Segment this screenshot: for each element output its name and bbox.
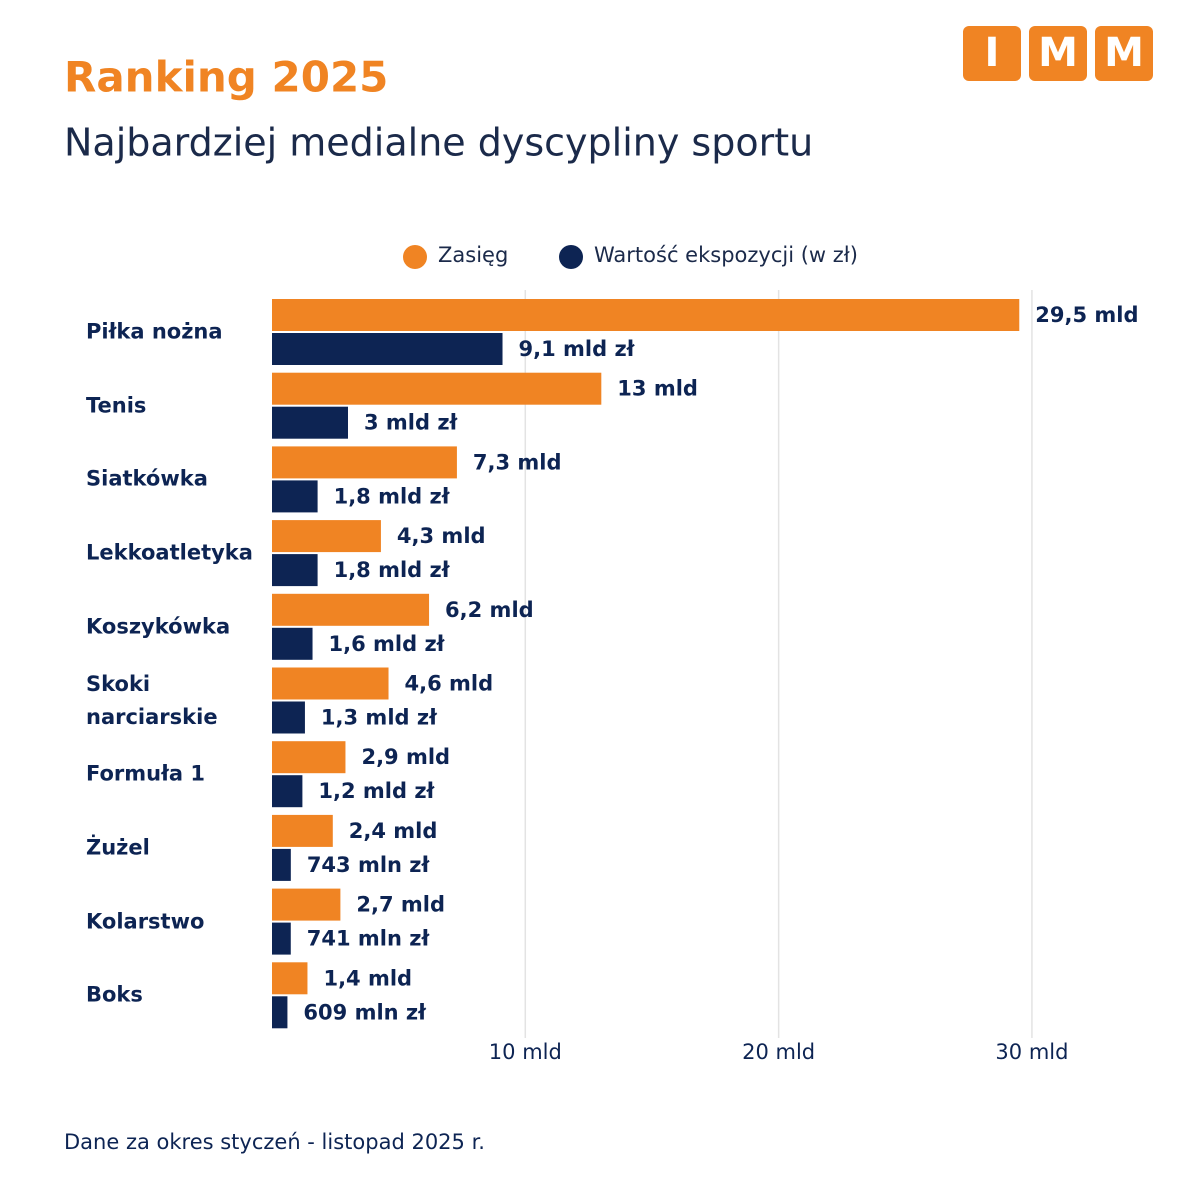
- value-label: 4,6 mld: [405, 672, 494, 696]
- logo-letter: I: [963, 26, 1021, 81]
- value-label: 3 mld zł: [364, 411, 459, 435]
- chart-title: Ranking 2025: [64, 53, 388, 102]
- value-label: 1,4 mld: [323, 966, 412, 990]
- value-label: 9,1 mld zł: [519, 337, 636, 361]
- bar: [272, 996, 288, 1029]
- bar: [272, 480, 318, 513]
- bar: [272, 446, 457, 479]
- category-label: Formuła 1: [86, 761, 205, 786]
- bar: [272, 741, 346, 774]
- value-label: 1,8 mld zł: [334, 484, 451, 508]
- legend-label: Wartość ekspozycji (w zł): [594, 243, 858, 267]
- category-label: Koszykówka: [86, 614, 231, 639]
- value-label: 7,3 mld: [473, 450, 562, 474]
- legend-swatch: [403, 245, 427, 269]
- x-tick-label: 10 mld: [489, 1040, 562, 1064]
- bar: [272, 406, 348, 439]
- bar: [272, 372, 602, 405]
- value-label: 1,3 mld zł: [321, 706, 438, 730]
- category-label: Siatkówka: [86, 466, 208, 491]
- bar: [272, 627, 313, 660]
- x-tick-label: 30 mld: [995, 1040, 1068, 1064]
- bar: [272, 554, 318, 587]
- category-label: Żużel: [86, 835, 150, 860]
- category-label: Kolarstwo: [86, 909, 205, 934]
- value-label: 743 mln zł: [307, 853, 431, 877]
- value-label: 1,8 mld zł: [334, 558, 451, 582]
- bar: [272, 333, 503, 365]
- category-label: Tenis: [86, 393, 147, 418]
- value-label: 29,5 mld: [1035, 303, 1138, 327]
- value-label: 741 mln zł: [307, 927, 431, 951]
- category-label: Piłka nożna: [86, 319, 223, 344]
- category-label: Lekkoatletyka: [86, 540, 253, 565]
- chart-subtitle: Najbardziej medialne dyscypliny sportu: [64, 121, 813, 165]
- value-label: 4,3 mld: [397, 524, 486, 548]
- bar: [272, 814, 333, 847]
- value-label: 6,2 mld: [445, 598, 534, 622]
- bar: [272, 299, 1020, 331]
- category-label: Skoki narciarskie: [86, 671, 218, 729]
- value-label: 2,9 mld: [361, 745, 450, 769]
- value-label: 1,2 mld zł: [318, 779, 435, 803]
- legend-label: Zasięg: [438, 243, 508, 267]
- bar: [272, 701, 305, 734]
- value-label: 1,6 mld zł: [329, 632, 446, 656]
- value-label: 2,7 mld: [356, 893, 445, 917]
- bar: [272, 667, 389, 700]
- bar: [272, 593, 430, 626]
- category-label: Boks: [86, 982, 143, 1007]
- bar: [272, 520, 381, 553]
- value-label: 13 mld: [617, 377, 698, 401]
- value-label: 609 mln zł: [303, 1000, 427, 1024]
- value-label: 2,4 mld: [349, 819, 438, 843]
- bar: [272, 922, 291, 955]
- footnote: Dane za okres styczeń - listopad 2025 r.: [64, 1130, 485, 1154]
- legend-swatch: [559, 245, 583, 269]
- bar: [272, 775, 303, 808]
- bar: [272, 848, 291, 881]
- logo-letter: M: [1095, 26, 1153, 81]
- logo-letter: M: [1029, 26, 1087, 81]
- x-tick-label: 20 mld: [742, 1040, 815, 1064]
- bar: [272, 888, 341, 921]
- bar: [272, 962, 308, 995]
